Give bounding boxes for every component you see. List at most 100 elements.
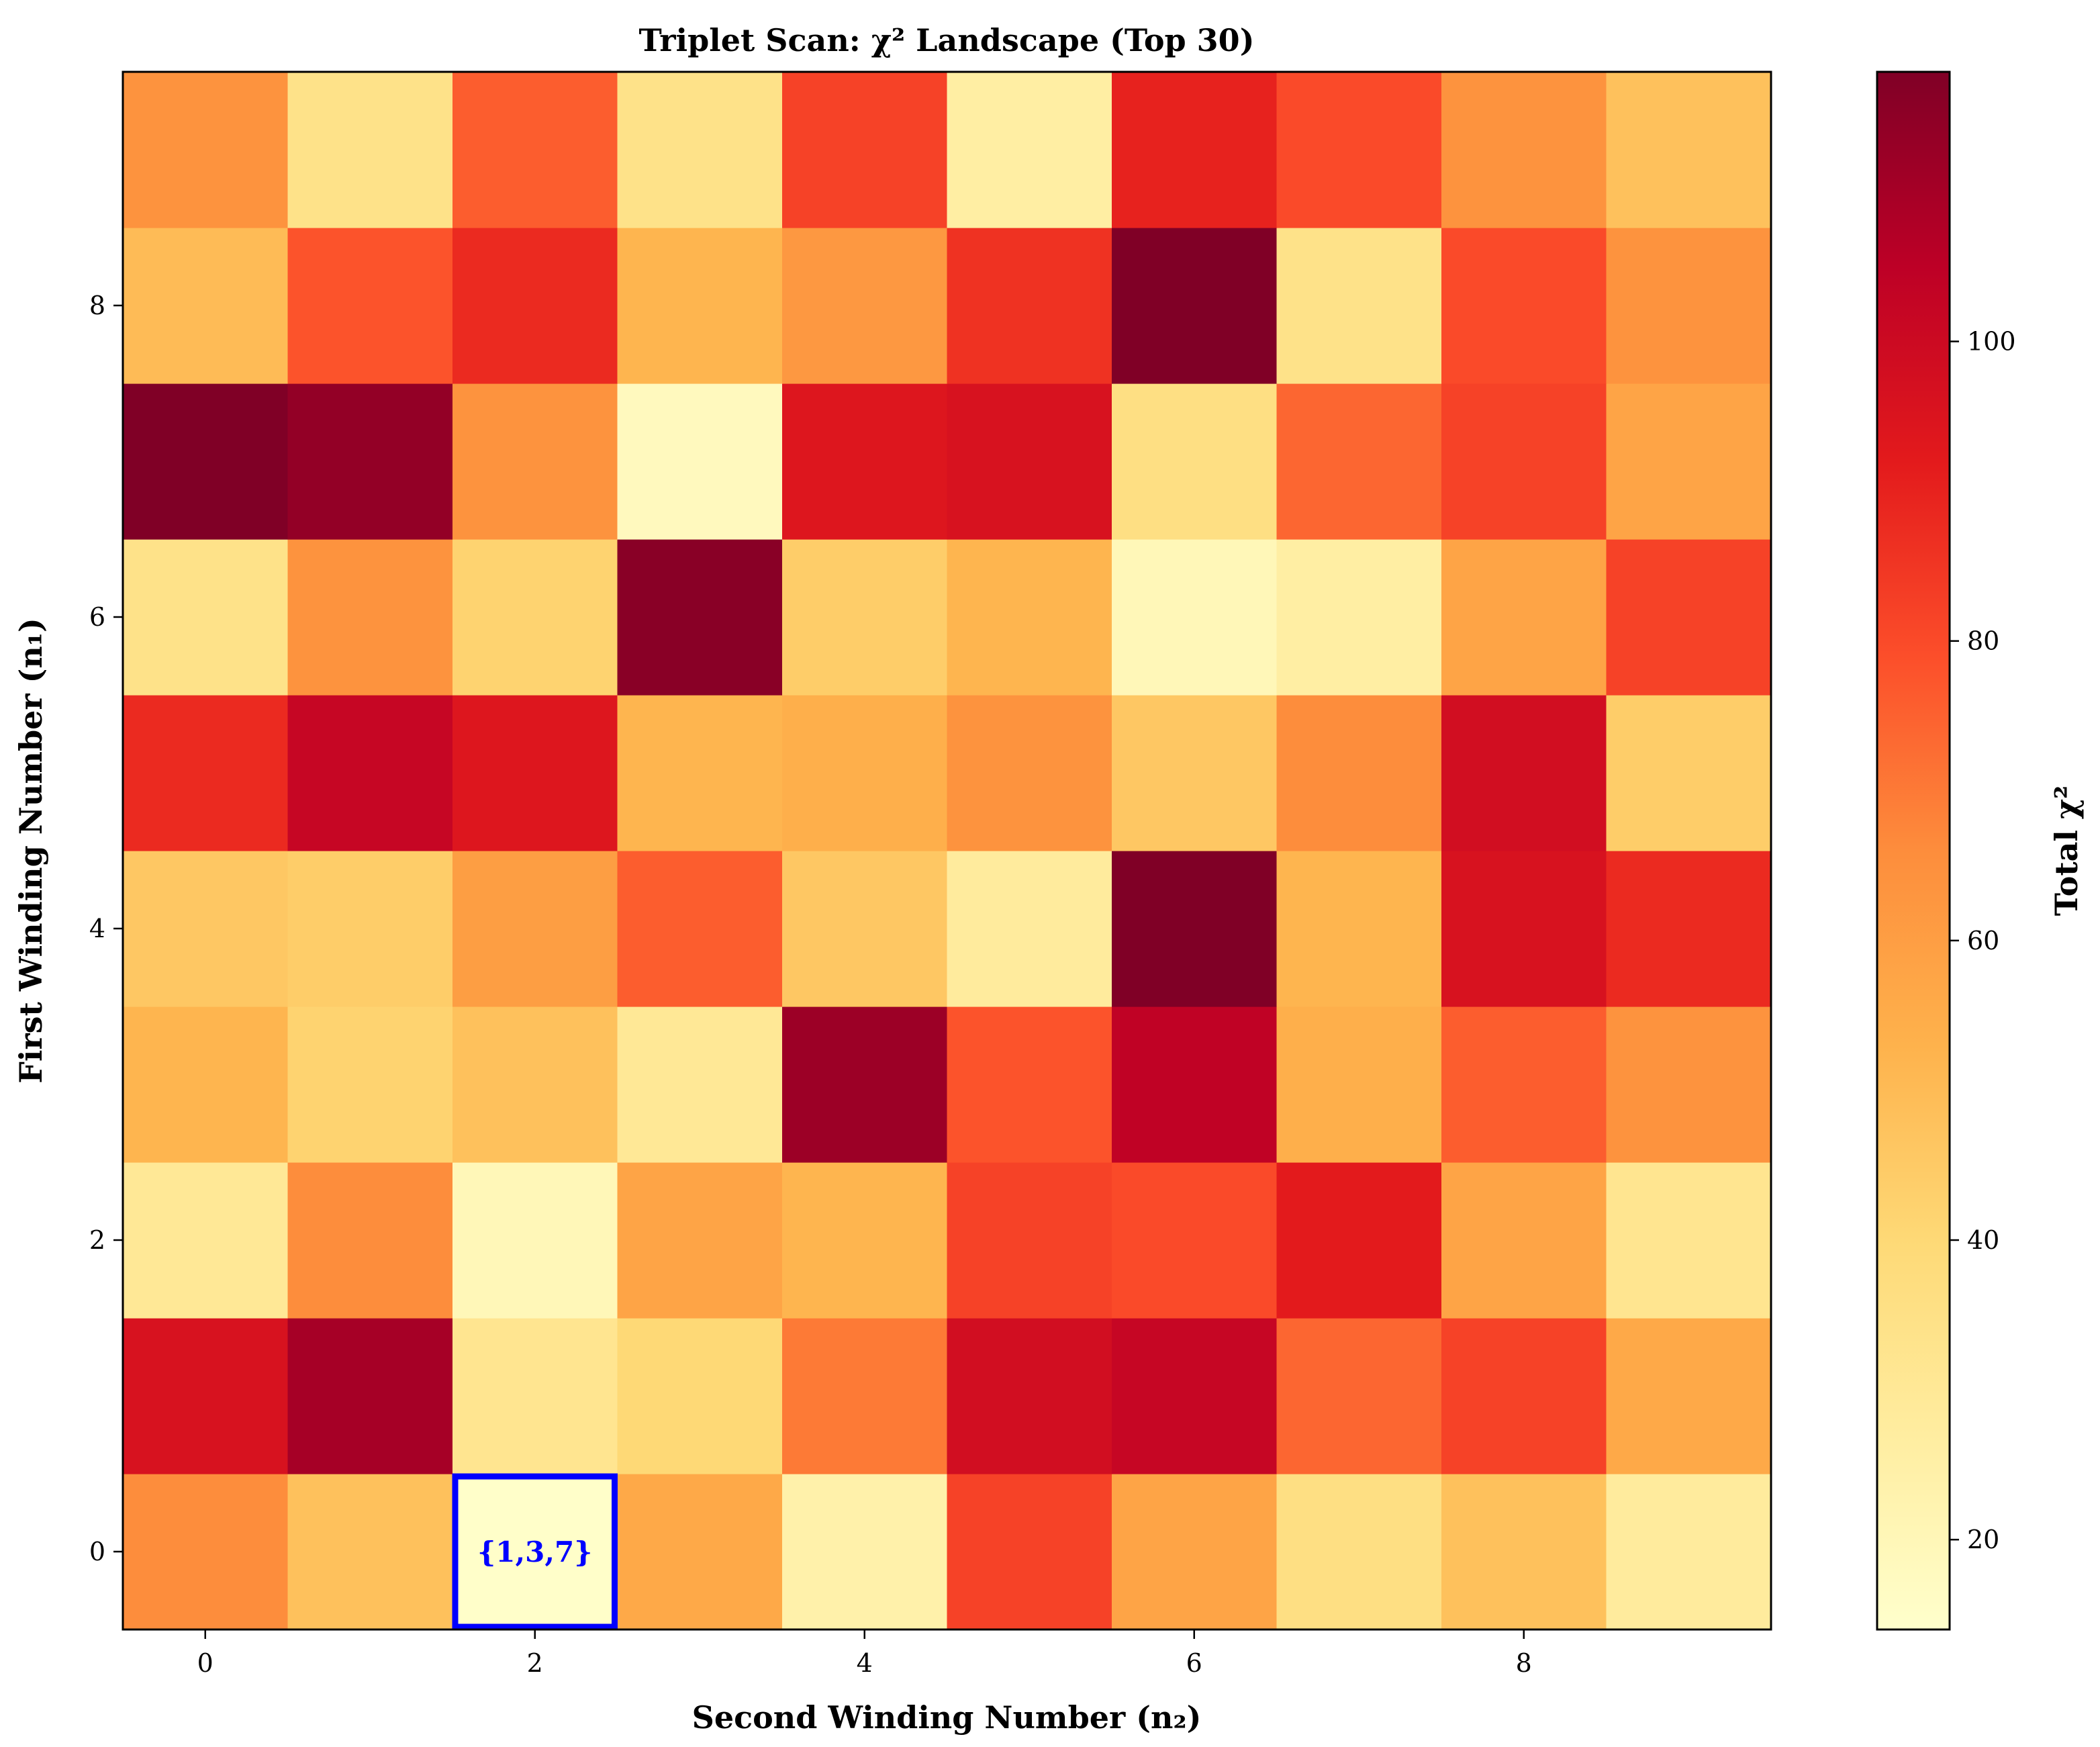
y-axis-ticks: 0 2 4 6 8 bbox=[89, 291, 123, 1566]
heatmap-cell-n1-3-n2-2 bbox=[452, 1006, 618, 1163]
heatmap-cell-n1-2-n2-4 bbox=[782, 1162, 948, 1319]
heatmap-cell-n1-4-n2-1 bbox=[287, 851, 453, 1007]
x-tick-label: 2 bbox=[527, 1648, 543, 1678]
plot-frame bbox=[122, 70, 1772, 1631]
heatmap-cell-n1-3-n2-1 bbox=[287, 1006, 453, 1163]
colorbar-tick-label: 80 bbox=[1967, 626, 1999, 656]
heatmap-cell-n1-2-n2-1 bbox=[287, 1162, 453, 1319]
heatmap-cell-n1-3-n2-6 bbox=[1112, 1006, 1278, 1163]
x-tick-label: 8 bbox=[1516, 1648, 1532, 1678]
heatmap-cell-n1-2-n2-6 bbox=[1112, 1162, 1278, 1319]
heatmap-cell-n1-9-n2-7 bbox=[1276, 72, 1442, 228]
colorbar-label: Total χ² bbox=[2048, 786, 2085, 916]
heatmap-cell-n1-6-n2-1 bbox=[287, 539, 453, 696]
colorbar-tick-label: 100 bbox=[1967, 327, 2016, 357]
heatmap-cell-n1-0-n2-5 bbox=[947, 1474, 1112, 1630]
heatmap-cell-n1-3-n2-3 bbox=[617, 1006, 783, 1163]
heatmap-cell-n1-9-n2-8 bbox=[1441, 72, 1607, 228]
heatmap-cell-n1-7-n2-9 bbox=[1606, 383, 1772, 540]
y-axis-label: First Winding Number (n₁) bbox=[13, 618, 49, 1084]
heatmap-cell-n1-2-n2-5 bbox=[947, 1162, 1112, 1319]
heatmap-cell-n1-5-n2-5 bbox=[947, 695, 1112, 851]
heatmap-cells bbox=[123, 72, 1772, 1630]
heatmap-cell-n1-1-n2-2 bbox=[452, 1318, 618, 1474]
heatmap-cell-n1-3-n2-4 bbox=[782, 1006, 948, 1163]
heatmap-cell-n1-6-n2-3 bbox=[617, 539, 783, 696]
heatmap-cell-n1-1-n2-8 bbox=[1441, 1318, 1607, 1474]
y-tick-label: 8 bbox=[89, 291, 105, 320]
heatmap-cell-n1-1-n2-7 bbox=[1276, 1318, 1442, 1474]
heatmap-cell-n1-2-n2-2 bbox=[452, 1162, 618, 1319]
colorbar-tick-label: 20 bbox=[1967, 1525, 1999, 1554]
heatmap-cell-n1-2-n2-8 bbox=[1441, 1162, 1607, 1319]
heatmap-cell-n1-8-n2-8 bbox=[1441, 228, 1607, 384]
heatmap-cell-n1-3-n2-9 bbox=[1606, 1006, 1772, 1163]
heatmap-cell-n1-5-n2-4 bbox=[782, 695, 948, 851]
y-tick-label: 4 bbox=[89, 914, 105, 943]
heatmap-cell-n1-0-n2-4 bbox=[782, 1474, 948, 1630]
heatmap-cell-n1-7-n2-0 bbox=[123, 383, 289, 540]
heatmap-cell-n1-8-n2-2 bbox=[452, 228, 618, 384]
heatmap-cell-n1-8-n2-0 bbox=[123, 228, 289, 384]
heatmap-cell-n1-9-n2-6 bbox=[1112, 72, 1278, 228]
heatmap-cell-n1-3-n2-8 bbox=[1441, 1006, 1607, 1163]
heatmap-cell-n1-9-n2-0 bbox=[123, 72, 289, 228]
heatmap-cell-n1-6-n2-4 bbox=[782, 539, 948, 696]
heatmap-cell-n1-8-n2-1 bbox=[287, 228, 453, 384]
heatmap-cell-n1-5-n2-7 bbox=[1276, 695, 1442, 851]
heatmap-cell-n1-5-n2-9 bbox=[1606, 695, 1772, 851]
heatmap-cell-n1-8-n2-5 bbox=[947, 228, 1112, 384]
heatmap-cell-n1-5-n2-3 bbox=[617, 695, 783, 851]
heatmap-cell-n1-8-n2-9 bbox=[1606, 228, 1772, 384]
heatmap-cell-n1-4-n2-2 bbox=[452, 851, 618, 1007]
heatmap-cell-n1-6-n2-7 bbox=[1276, 539, 1442, 696]
heatmap-cell-n1-2-n2-9 bbox=[1606, 1162, 1772, 1319]
y-tick-label: 6 bbox=[89, 602, 105, 632]
heatmap-cell-n1-8-n2-6 bbox=[1112, 228, 1278, 384]
heatmap-cell-n1-1-n2-9 bbox=[1606, 1318, 1772, 1474]
heatmap-cell-n1-7-n2-8 bbox=[1441, 383, 1607, 540]
heatmap-cell-n1-9-n2-5 bbox=[947, 72, 1112, 228]
heatmap-cell-n1-9-n2-9 bbox=[1606, 72, 1772, 228]
x-tick-label: 0 bbox=[197, 1648, 213, 1678]
heatmap-cell-n1-4-n2-8 bbox=[1441, 851, 1607, 1007]
heatmap-cell-n1-6-n2-2 bbox=[452, 539, 618, 696]
heatmap-cell-n1-7-n2-2 bbox=[452, 383, 618, 540]
heatmap-cell-n1-0-n2-0 bbox=[123, 1474, 289, 1630]
heatmap-cell-n1-5-n2-6 bbox=[1112, 695, 1278, 851]
y-tick-label: 0 bbox=[89, 1537, 105, 1566]
heatmap-cell-n1-1-n2-4 bbox=[782, 1318, 948, 1474]
colorbar-ticks: 20 40 60 80 100 bbox=[1950, 327, 2016, 1554]
heatmap-cell-n1-7-n2-5 bbox=[947, 383, 1112, 540]
heatmap-cell-n1-6-n2-6 bbox=[1112, 539, 1278, 696]
x-tick-label: 6 bbox=[1186, 1648, 1202, 1678]
heatmap-cell-n1-6-n2-8 bbox=[1441, 539, 1607, 696]
heatmap-cell-n1-1-n2-6 bbox=[1112, 1318, 1278, 1474]
heatmap-cell-n1-5-n2-8 bbox=[1441, 695, 1607, 851]
y-tick-label: 2 bbox=[89, 1225, 105, 1255]
best-triplet-annotation: {1,3,7} bbox=[477, 1536, 592, 1568]
heatmap-cell-n1-6-n2-0 bbox=[123, 539, 289, 696]
heatmap-cell-n1-0-n2-1 bbox=[287, 1474, 453, 1630]
heatmap-cell-n1-7-n2-7 bbox=[1276, 383, 1442, 540]
heatmap-cell-n1-8-n2-4 bbox=[782, 228, 948, 384]
heatmap-cell-n1-8-n2-3 bbox=[617, 228, 783, 384]
heatmap-cell-n1-9-n2-3 bbox=[617, 72, 783, 228]
heatmap-cell-n1-7-n2-1 bbox=[287, 383, 453, 540]
heatmap-cell-n1-0-n2-6 bbox=[1112, 1474, 1278, 1630]
heatmap-cell-n1-9-n2-1 bbox=[287, 72, 453, 228]
heatmap-cell-n1-4-n2-5 bbox=[947, 851, 1112, 1007]
heatmap-cell-n1-0-n2-3 bbox=[617, 1474, 783, 1630]
heatmap-cell-n1-0-n2-2 bbox=[452, 1474, 618, 1630]
colorbar bbox=[1877, 72, 1950, 1630]
heatmap-cell-n1-7-n2-4 bbox=[782, 383, 948, 540]
heatmap-cell-n1-1-n2-1 bbox=[287, 1318, 453, 1474]
heatmap-cell-n1-2-n2-3 bbox=[617, 1162, 783, 1319]
heatmap-cell-n1-4-n2-7 bbox=[1276, 851, 1442, 1007]
heatmap-cell-n1-7-n2-3 bbox=[617, 383, 783, 540]
heatmap-cell-n1-3-n2-0 bbox=[123, 1006, 289, 1163]
heatmap-cell-n1-2-n2-7 bbox=[1276, 1162, 1442, 1319]
heatmap-cell-n1-5-n2-1 bbox=[287, 695, 453, 851]
